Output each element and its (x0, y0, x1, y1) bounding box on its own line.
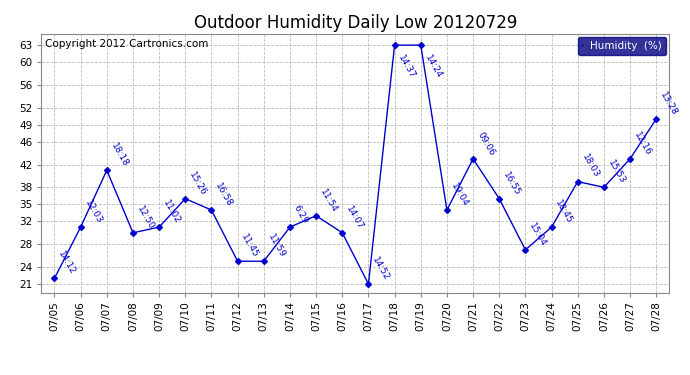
Legend: Humidity  (%): Humidity (%) (578, 37, 666, 55)
Text: 11:59: 11:59 (266, 232, 286, 260)
Text: 14:12: 14:12 (57, 250, 77, 277)
Text: 15:04: 15:04 (527, 221, 548, 248)
Text: 18:45: 18:45 (553, 199, 574, 225)
Text: 14:24: 14:24 (423, 54, 444, 80)
Text: 09:06: 09:06 (475, 130, 496, 157)
Title: Outdoor Humidity Daily Low 20120729: Outdoor Humidity Daily Low 20120729 (194, 14, 517, 32)
Text: 14:37: 14:37 (397, 54, 417, 81)
Text: 14:07: 14:07 (344, 204, 365, 231)
Text: 19:04: 19:04 (449, 182, 470, 209)
Text: Copyright 2012 Cartronics.com: Copyright 2012 Cartronics.com (45, 39, 208, 49)
Text: 16:58: 16:58 (213, 182, 235, 209)
Text: 11:02: 11:02 (161, 199, 182, 225)
Text: 12:16: 12:16 (632, 130, 653, 157)
Text: 12:03: 12:03 (83, 199, 104, 225)
Text: 14:52: 14:52 (371, 256, 391, 282)
Text: 16:55: 16:55 (502, 170, 522, 197)
Text: 15:53: 15:53 (606, 159, 627, 186)
Text: 11:54: 11:54 (318, 187, 339, 214)
Text: 15:26: 15:26 (188, 170, 208, 197)
Text: 6:29: 6:29 (292, 204, 310, 225)
Text: 13:28: 13:28 (658, 90, 679, 117)
Text: 18:03: 18:03 (580, 153, 600, 180)
Text: 11:45: 11:45 (239, 233, 260, 260)
Text: 12:50: 12:50 (135, 204, 156, 231)
Text: 18:18: 18:18 (109, 142, 130, 168)
